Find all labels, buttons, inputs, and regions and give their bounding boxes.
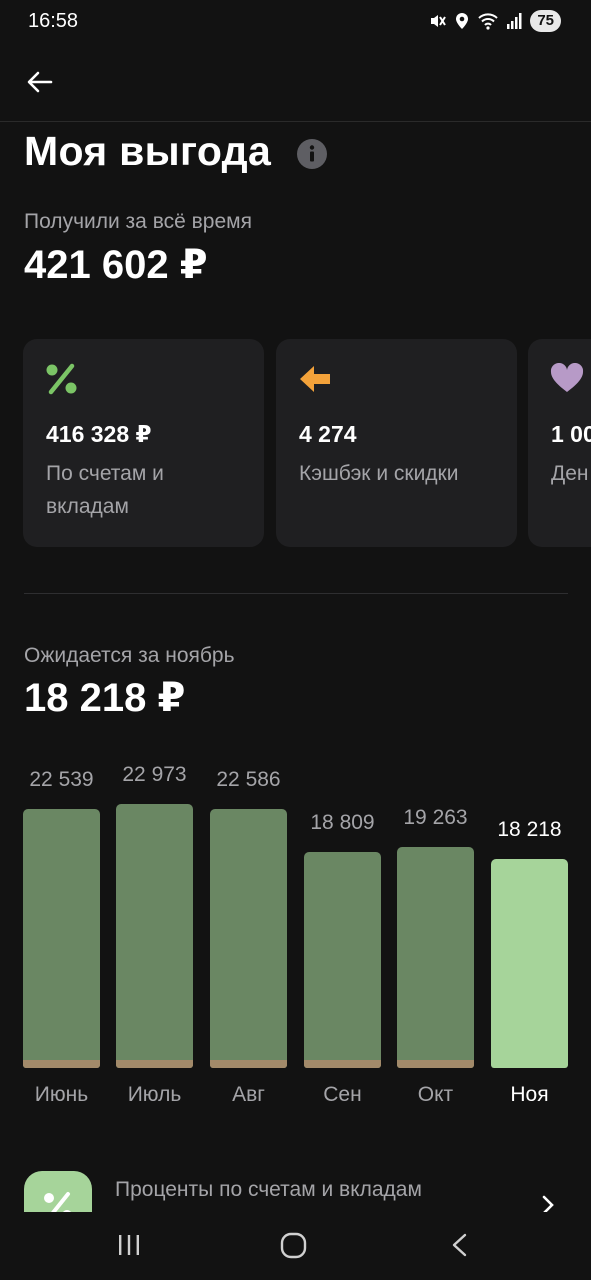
system-nav-bar [0, 1212, 591, 1280]
card-value: 416 328 ₽ [46, 421, 152, 447]
bar-month-label: Авг [232, 1083, 265, 1106]
bar-rect [210, 809, 287, 1068]
card-value: 1 00 [551, 421, 591, 447]
info-icon[interactable] [297, 139, 327, 169]
chart-bar-2[interactable]: 22 973 Июль [116, 740, 193, 1120]
monthly-bar-chart: 22 539 Июнь 22 973 Июль 22 586 Авг 18 809 Сен 19… [0, 740, 591, 1120]
arrow-left-icon [300, 366, 330, 392]
card-friends[interactable]: 1 00 Ден дру [528, 339, 591, 547]
back-nav-icon[interactable] [449, 1232, 469, 1258]
chart-bar-6[interactable]: 18 218 Ноя [491, 740, 568, 1120]
bar-month-label: Июнь [34, 1083, 89, 1106]
recent-apps-icon[interactable] [117, 1232, 141, 1258]
bar-base-strip [397, 1060, 474, 1068]
bar-month-label: Сен [323, 1083, 362, 1106]
list-item-label: Проценты по счетам и вкладам [115, 1178, 422, 1201]
home-icon[interactable] [280, 1232, 307, 1259]
expected-value: 18 218 ₽ [24, 676, 186, 720]
card-label: Кэшбэк и скидки [299, 462, 459, 485]
bar-base-strip [304, 1060, 381, 1068]
chart-bar-3[interactable]: 22 586 Авг [210, 740, 287, 1120]
bar-month-label: Ноя [510, 1083, 549, 1106]
card-label: Ден дру [551, 462, 591, 485]
bar-rect [304, 852, 381, 1068]
chart-bar-5[interactable]: 19 263 Окт [397, 740, 474, 1120]
mute-icon [428, 12, 447, 30]
bar-rect [491, 859, 568, 1068]
status-time: 16:58 [28, 10, 79, 32]
card-accounts[interactable]: 416 328 ₽ По счетам и вкладам [23, 339, 264, 547]
card-cashback[interactable]: 4 274 Кэшбэк и скидки [276, 339, 517, 547]
location-icon [454, 12, 470, 30]
benefit-cards: 416 328 ₽ По счетам и вкладам 4 274 Кэшб… [0, 339, 591, 547]
battery-indicator: 75 [530, 10, 561, 32]
bar-value-label: 19 263 [403, 806, 468, 829]
chart-bar-4[interactable]: 18 809 Сен [304, 740, 381, 1120]
card-label: По счетам и вкладам [46, 462, 164, 518]
bar-value-label: 22 973 [122, 763, 187, 786]
status-icons: 75 [428, 10, 561, 32]
bar-month-label: Июль [127, 1083, 182, 1106]
card-value: 4 274 [299, 421, 357, 447]
header-divider [0, 121, 591, 122]
bar-value-label: 22 539 [29, 768, 94, 791]
signal-icon [506, 12, 522, 30]
back-button[interactable] [22, 64, 58, 100]
percent-badge-icon [24, 1171, 92, 1212]
bar-value-label: 18 218 [497, 818, 562, 841]
expected-label: Ожидается за ноябрь [24, 644, 235, 667]
list-item-interest[interactable]: Проценты по счетам и вкладам [0, 1168, 591, 1212]
bar-month-label: Окт [417, 1083, 454, 1106]
chart-bar-1[interactable]: 22 539 Июнь [23, 740, 100, 1120]
bar-rect [116, 804, 193, 1068]
wifi-icon [478, 12, 499, 30]
bar-base-strip [210, 1060, 287, 1068]
bar-rect [397, 847, 474, 1068]
page-title: Моя выгода [24, 128, 272, 174]
chevron-right-icon [542, 1195, 554, 1212]
percent-icon [46, 363, 77, 395]
arrow-back-icon [27, 71, 53, 93]
total-value: 421 602 ₽ [24, 243, 208, 287]
heart-icon [550, 363, 584, 392]
bar-base-strip [116, 1060, 193, 1068]
bar-rect [23, 809, 100, 1068]
bar-value-label: 22 586 [216, 768, 281, 791]
bar-value-label: 18 809 [310, 811, 375, 834]
status-bar: 16:58 75 [0, 0, 591, 44]
total-label: Получили за всё время [24, 210, 252, 233]
section-divider [24, 593, 568, 594]
bar-base-strip [23, 1060, 100, 1068]
